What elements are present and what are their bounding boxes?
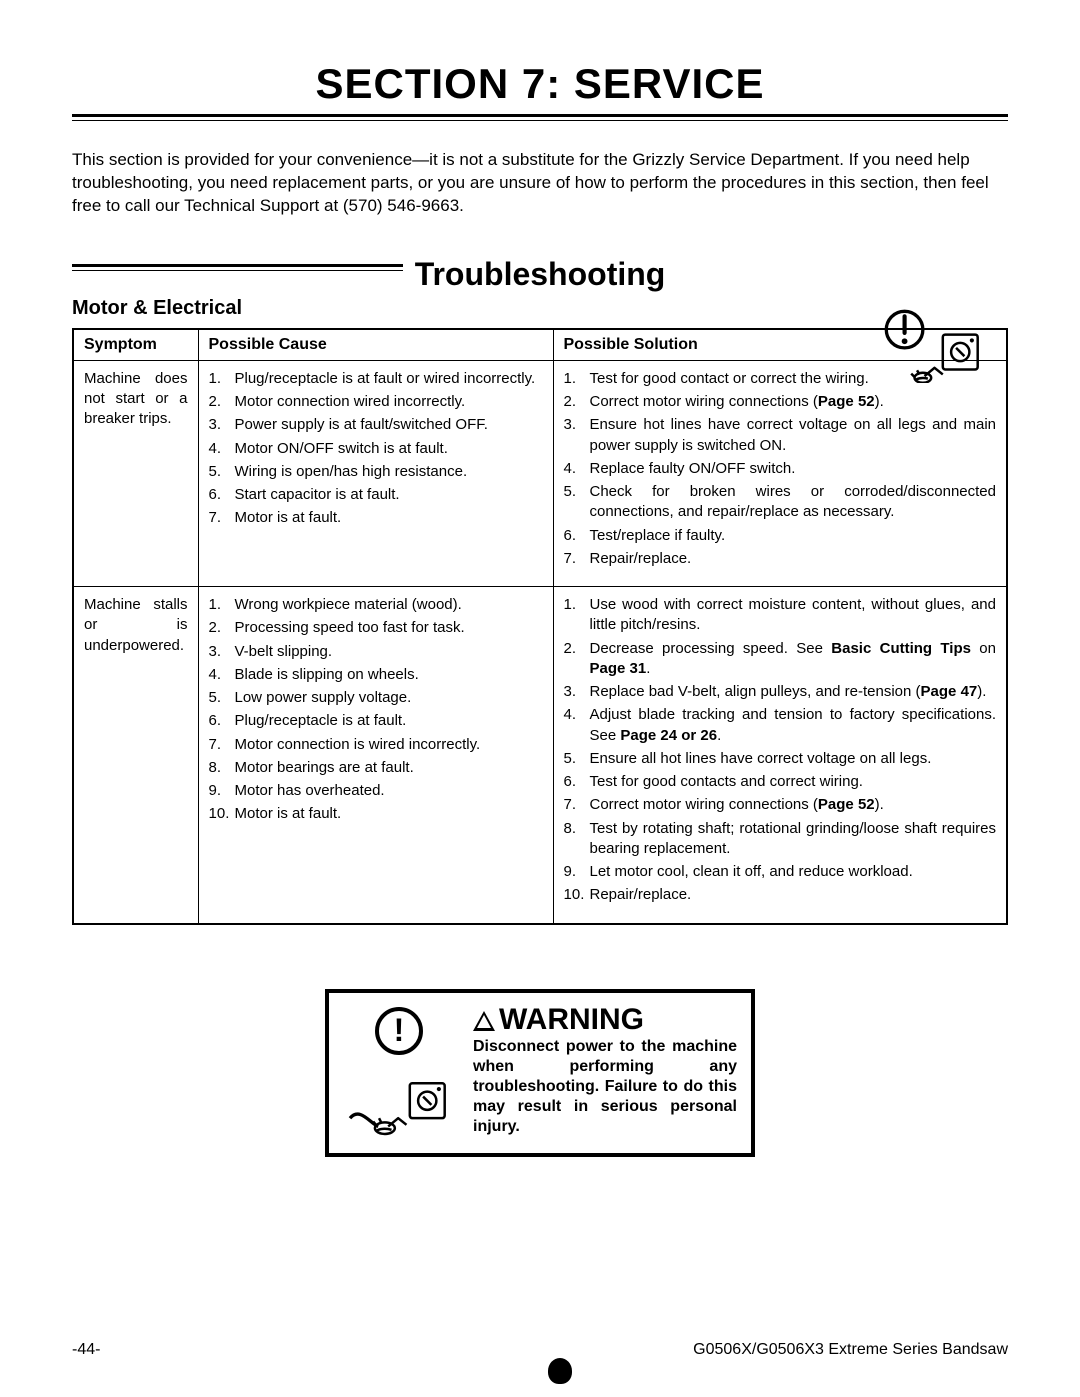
cause-item: V-belt slipping. [209, 642, 543, 662]
cause-item: Motor connection wired incorrectly. [209, 392, 543, 412]
page-number: -44- [72, 1341, 100, 1359]
cause-cell: Plug/receptacle is at fault or wired inc… [198, 360, 553, 586]
cause-cell: Wrong workpiece material (wood). Processi… [198, 587, 553, 924]
symptom-text: Machine stalls or is underpowered. [84, 595, 188, 656]
rule-left [72, 264, 403, 271]
troubleshooting-heading: Troubleshooting [415, 256, 666, 293]
solution-cell: Use wood with correct moisture content, … [553, 587, 1007, 924]
section-title: SECTION 7: SERVICE [72, 60, 1008, 108]
cause-item: Plug/receptacle is at fault or wired inc… [209, 369, 543, 389]
symptom-text: Machine does not start or a breaker trip… [84, 369, 188, 430]
cause-item: Motor is at fault. [209, 508, 543, 528]
unplug-icon [345, 1065, 453, 1140]
solution-item: Check for broken wires or corroded/disco… [564, 482, 997, 523]
cause-item: Motor has overheated. [209, 781, 543, 801]
solution-item: Use wood with correct moisture content, … [564, 595, 997, 636]
solution-item: Let motor cool, clean it off, and reduce… [564, 862, 997, 882]
troubleshooting-table: Symptom Possible Cause Possible Solution… [72, 328, 1008, 925]
solution-item: Repair/replace. [564, 885, 997, 905]
solution-item: Test for good contact or correct the wir… [564, 369, 997, 389]
solution-item: Ensure hot lines have correct voltage on… [564, 415, 997, 456]
table-heading: Motor & Electrical [72, 297, 1008, 320]
warning-triangle-icon [473, 1011, 495, 1031]
solution-item: Ensure all hot lines have correct voltag… [564, 749, 997, 769]
solution-item: Correct motor wiring connections (Page 5… [564, 392, 997, 412]
solution-item: Test/replace if faulty. [564, 526, 997, 546]
solution-item: Replace bad V-belt, align pulleys, and r… [564, 682, 997, 702]
symptom-cell: Machine does not start or a breaker trip… [73, 360, 198, 586]
symptom-cell: Machine stalls or is underpowered. [73, 587, 198, 924]
cause-item: Low power supply voltage. [209, 688, 543, 708]
solution-item: Decrease processing speed. See Basic Cut… [564, 639, 997, 680]
solution-item: Test for good contacts and correct wirin… [564, 772, 997, 792]
solution-item: Adjust blade tracking and tension to fac… [564, 705, 997, 746]
cause-item: Motor is at fault. [209, 804, 543, 824]
warning-text: Disconnect power to the machine when per… [473, 1037, 737, 1137]
cause-item: Motor ON/OFF switch is at fault. [209, 439, 543, 459]
cause-item: Wrong workpiece material (wood). [209, 595, 543, 615]
model-label: G0506X/G0506X3 Extreme Series Bandsaw [693, 1341, 1008, 1359]
cause-item: Start capacitor is at fault. [209, 485, 543, 505]
warning-head-text: WARNING [499, 1003, 644, 1037]
cause-item: Plug/receptacle is at fault. [209, 711, 543, 731]
warning-callout: ! WARNING Disconnect power to the machin… [325, 989, 755, 1158]
solution-item: Replace faulty ON/OFF switch. [564, 459, 997, 479]
cause-item: Blade is slipping on wheels. [209, 665, 543, 685]
col-header-symptom: Symptom [73, 329, 198, 361]
exclamation-circle-icon: ! [375, 1007, 423, 1055]
cause-item: Motor bearings are at fault. [209, 758, 543, 778]
warning-heading: WARNING [473, 1003, 737, 1037]
solution-item: Repair/replace. [564, 549, 997, 569]
cause-item: Processing speed too fast for task. [209, 618, 543, 638]
table-row: Machine does not start or a breaker trip… [73, 360, 1007, 586]
col-header-cause: Possible Cause [198, 329, 553, 361]
table-row: Machine stalls or is underpowered.Wrong … [73, 587, 1007, 924]
solution-item: Test by rotating shaft; rotational grind… [564, 819, 997, 860]
cause-item: Motor connection is wired incorrectly. [209, 735, 543, 755]
intro-paragraph: This section is provided for your conven… [72, 149, 1008, 218]
rule-double [72, 114, 1008, 121]
solution-cell: Test for good contact or correct the wir… [553, 360, 1007, 586]
solution-item: Correct motor wiring connections (Page 5… [564, 795, 997, 815]
cause-item: Power supply is at fault/switched OFF. [209, 415, 543, 435]
cause-item: Wiring is open/has high resistance. [209, 462, 543, 482]
